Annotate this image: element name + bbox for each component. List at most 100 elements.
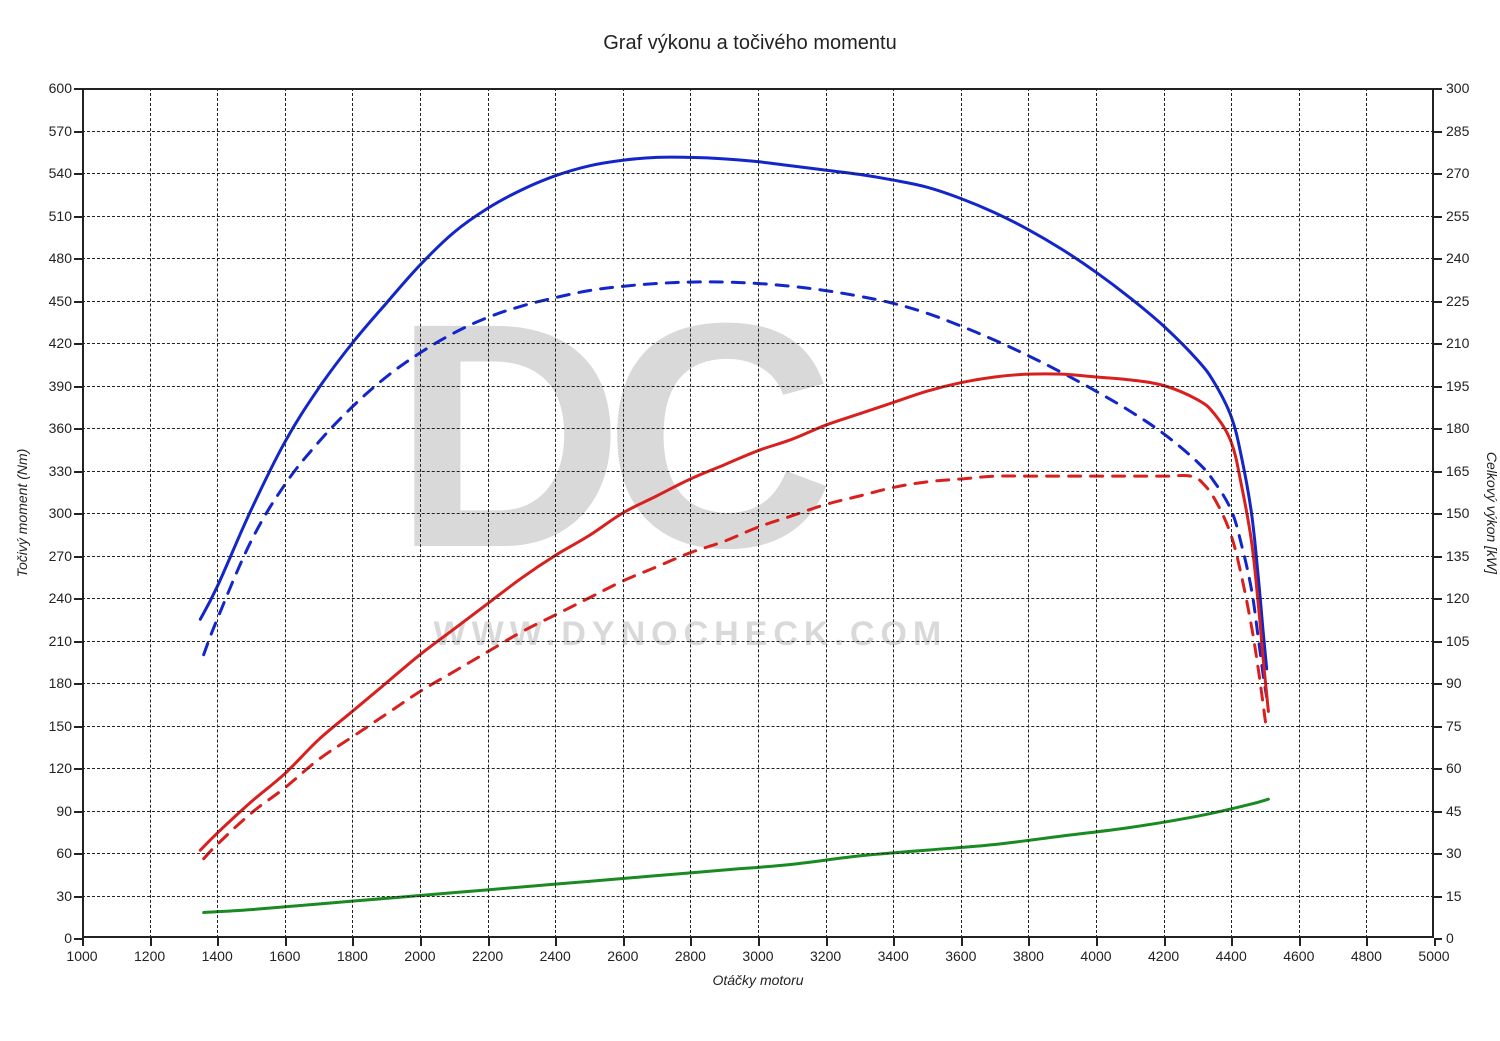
tick-mark: [961, 938, 963, 946]
y-right-axis-label: Celkový výkon [kW]: [1484, 452, 1500, 574]
tick-mark: [1028, 938, 1030, 946]
tick-mark: [74, 471, 82, 473]
y-left-tick-label: 510: [49, 208, 72, 224]
tick-mark: [74, 131, 82, 133]
tick-mark: [74, 683, 82, 685]
tick-mark: [1434, 258, 1442, 260]
y-left-tick-label: 390: [49, 378, 72, 394]
tick-mark: [74, 173, 82, 175]
x-tick-label: 2400: [540, 948, 571, 964]
y-right-tick-label: 120: [1446, 590, 1469, 606]
tick-mark: [1096, 938, 1098, 946]
tick-mark: [1434, 811, 1442, 813]
tick-mark: [1434, 556, 1442, 558]
gridline-vertical: [1164, 88, 1165, 938]
y-left-tick-label: 300: [49, 505, 72, 521]
tick-mark: [758, 938, 760, 946]
tick-mark: [1366, 938, 1368, 946]
tick-mark: [1434, 131, 1442, 133]
y-left-tick-label: 60: [56, 845, 72, 861]
x-tick-label: 2800: [675, 948, 706, 964]
y-left-tick-label: 330: [49, 463, 72, 479]
tick-mark: [1434, 683, 1442, 685]
tick-mark: [74, 386, 82, 388]
gridline-vertical: [420, 88, 421, 938]
y-left-tick-label: 30: [56, 888, 72, 904]
y-left-tick-label: 270: [49, 548, 72, 564]
y-left-tick-label: 180: [49, 675, 72, 691]
gridline-vertical: [488, 88, 489, 938]
y-right-tick-label: 90: [1446, 675, 1462, 691]
tick-mark: [1434, 386, 1442, 388]
y-right-tick-label: 105: [1446, 633, 1469, 649]
x-axis-label: Otáčky motoru: [712, 972, 803, 988]
dyno-chart-page: Graf výkonu a točivého momentu DC WWW.DY…: [0, 0, 1500, 1041]
tick-mark: [1231, 938, 1233, 946]
tick-mark: [74, 768, 82, 770]
tick-mark: [74, 938, 82, 940]
tick-mark: [1434, 343, 1442, 345]
gridline-vertical: [555, 88, 556, 938]
tick-mark: [623, 938, 625, 946]
x-tick-label: 3600: [945, 948, 976, 964]
x-tick-label: 1000: [66, 948, 97, 964]
y-right-tick-label: 30: [1446, 845, 1462, 861]
y-left-axis-label: Točivý moment (Nm): [14, 449, 30, 578]
series-power_tuned: [200, 374, 1268, 850]
x-tick-label: 2000: [404, 948, 435, 964]
tick-mark: [488, 938, 490, 946]
series-torque_tuned: [200, 157, 1266, 669]
series-power_stock: [204, 475, 1267, 858]
x-tick-label: 2600: [607, 948, 638, 964]
tick-mark: [217, 938, 219, 946]
gridline-vertical: [690, 88, 691, 938]
y-right-tick-label: 45: [1446, 803, 1462, 819]
tick-mark: [1434, 896, 1442, 898]
tick-mark: [74, 343, 82, 345]
tick-mark: [826, 938, 828, 946]
x-tick-label: 4200: [1148, 948, 1179, 964]
y-right-tick-label: 195: [1446, 378, 1469, 394]
tick-mark: [74, 258, 82, 260]
tick-mark: [1434, 598, 1442, 600]
gridline-vertical: [217, 88, 218, 938]
chart-title: Graf výkonu a točivého momentu: [0, 32, 1500, 55]
y-right-tick-label: 285: [1446, 123, 1469, 139]
y-left-tick-label: 450: [49, 293, 72, 309]
tick-mark: [74, 88, 82, 90]
x-tick-label: 3000: [742, 948, 773, 964]
x-tick-label: 2200: [472, 948, 503, 964]
tick-mark: [74, 301, 82, 303]
tick-mark: [74, 556, 82, 558]
gridline-vertical: [1096, 88, 1097, 938]
tick-mark: [690, 938, 692, 946]
tick-mark: [1434, 641, 1442, 643]
y-right-tick-label: 75: [1446, 718, 1462, 734]
tick-mark: [1434, 513, 1442, 515]
gridline-vertical: [1299, 88, 1300, 938]
tick-mark: [74, 513, 82, 515]
x-tick-label: 1600: [269, 948, 300, 964]
y-right-tick-label: 270: [1446, 165, 1469, 181]
series-torque_stock: [204, 282, 1267, 697]
tick-mark: [893, 938, 895, 946]
y-left-tick-label: 570: [49, 123, 72, 139]
y-right-tick-label: 60: [1446, 760, 1462, 776]
tick-mark: [1434, 88, 1442, 90]
y-left-tick-label: 540: [49, 165, 72, 181]
tick-mark: [74, 428, 82, 430]
gridline-vertical: [961, 88, 962, 938]
tick-mark: [74, 853, 82, 855]
tick-mark: [1434, 173, 1442, 175]
tick-mark: [74, 641, 82, 643]
tick-mark: [74, 726, 82, 728]
x-tick-label: 1200: [134, 948, 165, 964]
y-left-tick-label: 240: [49, 590, 72, 606]
tick-mark: [1434, 216, 1442, 218]
x-tick-label: 4000: [1080, 948, 1111, 964]
y-left-tick-label: 210: [49, 633, 72, 649]
tick-mark: [1434, 853, 1442, 855]
y-right-tick-label: 150: [1446, 505, 1469, 521]
y-right-tick-label: 255: [1446, 208, 1469, 224]
y-left-tick-label: 0: [64, 930, 72, 946]
